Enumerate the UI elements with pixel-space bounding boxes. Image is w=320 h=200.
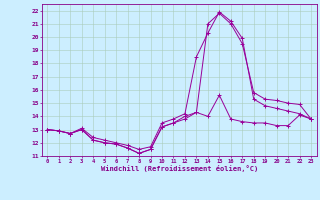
X-axis label: Windchill (Refroidissement éolien,°C): Windchill (Refroidissement éolien,°C) xyxy=(100,165,258,172)
